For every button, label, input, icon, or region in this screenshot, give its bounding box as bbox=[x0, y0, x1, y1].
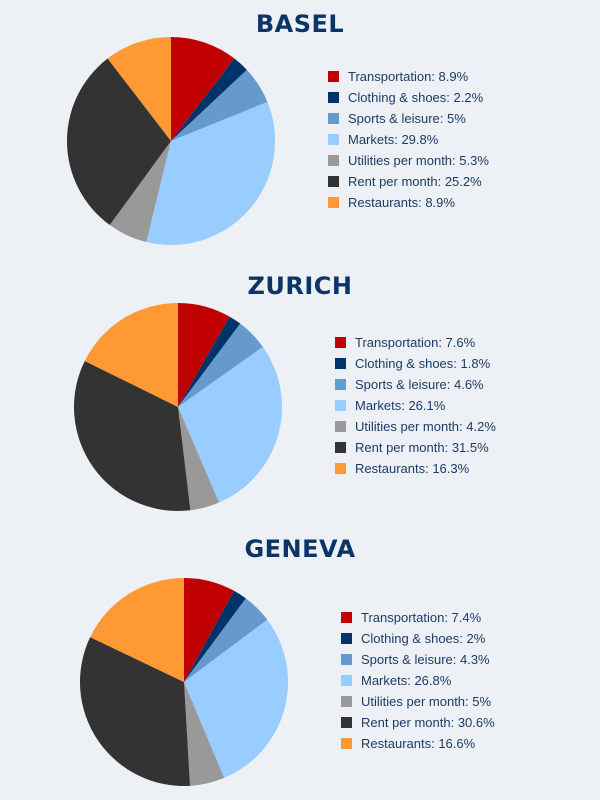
legend-swatch bbox=[335, 337, 346, 348]
legend-item: Restaurants: 8.9% bbox=[328, 192, 489, 213]
legend-label: Markets: 29.8% bbox=[348, 132, 439, 147]
legend-swatch bbox=[328, 71, 339, 82]
legend-label: Clothing & shoes: 2.2% bbox=[348, 90, 484, 105]
legend-swatch bbox=[328, 92, 339, 103]
legend-item: Sports & leisure: 5% bbox=[328, 108, 489, 129]
pie-slice-markets bbox=[146, 101, 276, 245]
legend-label: Utilities per month: 5.3% bbox=[348, 153, 489, 168]
pie-slice-transportation bbox=[171, 37, 235, 141]
pie-slice-markets bbox=[184, 619, 288, 778]
chart-title: BASEL bbox=[255, 10, 345, 38]
legend-label: Clothing & shoes: 2% bbox=[361, 631, 486, 646]
pie-slice-utilities-per-month bbox=[109, 141, 171, 243]
legend-item: Rent per month: 30.6% bbox=[341, 712, 495, 733]
legend-swatch bbox=[335, 400, 346, 411]
pie-slice-sports-leisure bbox=[184, 598, 268, 682]
legend-swatch bbox=[341, 738, 352, 749]
pie-slice-transportation bbox=[178, 303, 230, 407]
legend-swatch bbox=[335, 379, 346, 390]
legend-label: Clothing & shoes: 1.8% bbox=[355, 356, 491, 371]
legend-item: Rent per month: 25.2% bbox=[328, 171, 489, 192]
legend-item: Transportation: 7.4% bbox=[341, 607, 495, 628]
legend-item: Markets: 29.8% bbox=[328, 129, 489, 150]
legend-swatch bbox=[335, 463, 346, 474]
legend-label: Sports & leisure: 4.3% bbox=[361, 652, 490, 667]
pie-slice-rent-per-month bbox=[66, 58, 171, 226]
legend-label: Restaurants: 16.3% bbox=[355, 461, 470, 476]
legend-label: Utilities per month: 5% bbox=[361, 694, 492, 709]
pie-slice-rent-per-month bbox=[74, 360, 191, 511]
pie-slice-clothing-shoes bbox=[184, 590, 246, 682]
chart-title: GENEVA bbox=[244, 535, 356, 563]
pie-slice-restaurants bbox=[90, 578, 184, 682]
legend-swatch bbox=[341, 675, 352, 686]
legend-swatch bbox=[341, 612, 352, 623]
chart-title: ZURICH bbox=[247, 272, 353, 300]
pie-slice-transportation bbox=[184, 578, 235, 682]
legend-label: Restaurants: 16.6% bbox=[361, 736, 476, 751]
pie-slice-utilities-per-month bbox=[178, 407, 220, 511]
pie-chart bbox=[79, 578, 288, 786]
pie-slice-markets bbox=[178, 346, 282, 503]
legend-swatch bbox=[335, 421, 346, 432]
legend-item: Clothing & shoes: 1.8% bbox=[335, 353, 496, 374]
pie-chart bbox=[74, 303, 282, 511]
legend-item: Sports & leisure: 4.3% bbox=[341, 649, 495, 670]
legend-label: Sports & leisure: 5% bbox=[348, 111, 466, 126]
legend-label: Rent per month: 25.2% bbox=[348, 174, 482, 189]
pie-slice-rent-per-month bbox=[79, 637, 190, 786]
legend-item: Clothing & shoes: 2% bbox=[341, 628, 495, 649]
legend-label: Rent per month: 31.5% bbox=[355, 440, 489, 455]
pie-slice-utilities-per-month bbox=[184, 682, 225, 786]
legend-item: Sports & leisure: 4.6% bbox=[335, 374, 496, 395]
legend-swatch bbox=[328, 155, 339, 166]
legend-label: Sports & leisure: 4.6% bbox=[355, 377, 484, 392]
legend: Transportation: 7.6% Clothing & shoes: 1.… bbox=[335, 332, 496, 479]
legend-swatch bbox=[328, 176, 339, 187]
legend-swatch bbox=[341, 654, 352, 665]
legend-swatch bbox=[328, 197, 339, 208]
legend-item: Transportation: 8.9% bbox=[328, 66, 489, 87]
pie-slice-restaurants bbox=[107, 37, 171, 141]
legend-label: Markets: 26.1% bbox=[355, 398, 446, 413]
legend-label: Rent per month: 30.6% bbox=[361, 715, 495, 730]
legend-item: Transportation: 7.6% bbox=[335, 332, 496, 353]
legend-item: Utilities per month: 5.3% bbox=[328, 150, 489, 171]
legend-item: Markets: 26.8% bbox=[341, 670, 495, 691]
legend-item: Utilities per month: 5% bbox=[341, 691, 495, 712]
legend-label: Markets: 26.8% bbox=[361, 673, 452, 688]
legend-label: Utilities per month: 4.2% bbox=[355, 419, 496, 434]
legend-swatch bbox=[335, 442, 346, 453]
legend-label: Restaurants: 8.9% bbox=[348, 195, 455, 210]
legend-item: Utilities per month: 4.2% bbox=[335, 416, 496, 437]
legend-swatch bbox=[341, 633, 352, 644]
pie-slice-clothing-shoes bbox=[178, 316, 241, 407]
legend-item: Rent per month: 31.5% bbox=[335, 437, 496, 458]
legend-swatch bbox=[328, 134, 339, 145]
legend-item: Restaurants: 16.3% bbox=[335, 458, 496, 479]
pie-slice-restaurants bbox=[84, 303, 178, 407]
legend-swatch bbox=[328, 113, 339, 124]
legend: Transportation: 7.4% Clothing & shoes: 2%… bbox=[341, 607, 495, 754]
legend-swatch bbox=[335, 358, 346, 369]
legend-label: Transportation: 7.6% bbox=[355, 335, 476, 350]
legend-item: Restaurants: 16.6% bbox=[341, 733, 495, 754]
pie-slice-clothing-shoes bbox=[171, 58, 247, 141]
pie-chart bbox=[66, 37, 276, 245]
legend: Transportation: 8.9% Clothing & shoes: 2.… bbox=[328, 66, 489, 213]
legend-label: Transportation: 7.4% bbox=[361, 610, 482, 625]
legend-item: Clothing & shoes: 2.2% bbox=[328, 87, 489, 108]
pie-slice-sports-leisure bbox=[178, 323, 263, 407]
legend-label: Transportation: 8.9% bbox=[348, 69, 469, 84]
pie-slice-sports-leisure bbox=[171, 69, 268, 141]
legend-swatch bbox=[341, 696, 352, 707]
legend-item: Markets: 26.1% bbox=[335, 395, 496, 416]
legend-swatch bbox=[341, 717, 352, 728]
